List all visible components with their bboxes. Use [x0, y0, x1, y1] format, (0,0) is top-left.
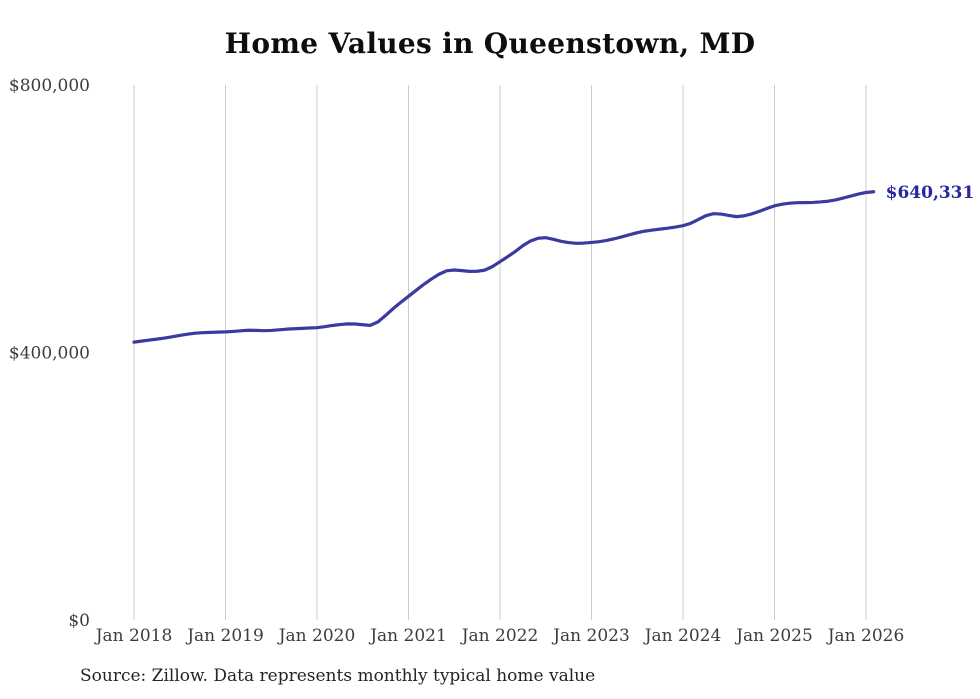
x-tick-label: Jan 2020 [277, 626, 356, 646]
home-value-line [132, 190, 876, 344]
x-tick-label: Jan 2019 [185, 626, 264, 646]
end-value-label: $640,331 [886, 183, 975, 203]
source-note: Source: Zillow. Data represents monthly … [80, 666, 596, 686]
y-tick-label: $400,000 [9, 344, 90, 364]
x-tick-label: Jan 2021 [368, 626, 447, 646]
x-tick-label: Jan 2023 [551, 626, 630, 646]
x-tick-label: Jan 2026 [826, 626, 905, 646]
y-tick-label: $0 [68, 611, 90, 631]
x-tick-label: Jan 2025 [734, 626, 813, 646]
x-tick-label: Jan 2018 [94, 626, 173, 646]
y-tick-label: $800,000 [9, 76, 90, 96]
x-tick-label: Jan 2024 [643, 626, 722, 646]
x-tick-label: Jan 2022 [460, 626, 539, 646]
chart-canvas: Jan 2018 Jan 2019 Jan 2020 Jan 2021 Jan 2022… [9, 76, 975, 646]
chart-title: Home Values in Queenstown, MD [224, 27, 756, 60]
